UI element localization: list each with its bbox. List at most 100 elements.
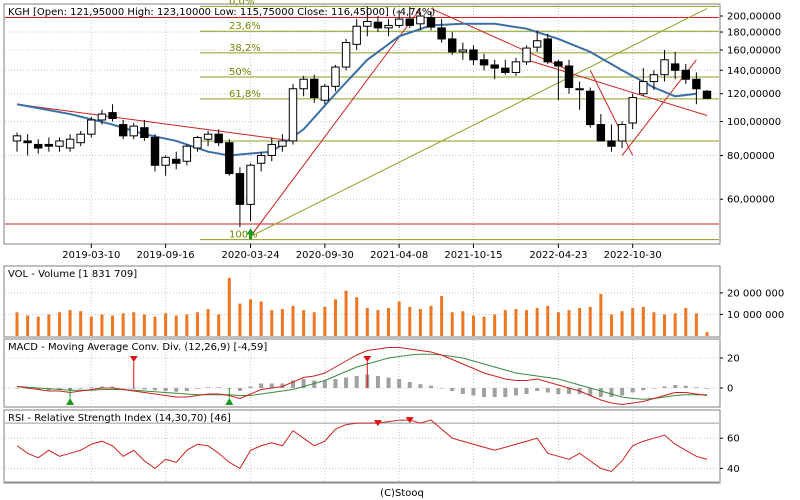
macd-histogram-bar (482, 388, 487, 397)
volume-bar (270, 310, 274, 336)
candle-body-up (363, 20, 372, 27)
volume-bar (599, 293, 603, 336)
candle-body-down (681, 69, 690, 80)
candle (363, 6, 372, 37)
volume-bar (333, 299, 337, 336)
macd-title: MACD - Moving Average Conv. Div. (12,26,… (8, 342, 267, 353)
candle (511, 57, 521, 76)
macd-series: 0 20 (5, 347, 740, 406)
date-axis: 2019-03-10 2019-09-16 2020-03-24 2020-09-30… (62, 244, 662, 261)
candle (55, 137, 64, 152)
volume-bar (493, 314, 497, 336)
candle (490, 59, 499, 80)
candle (129, 123, 138, 140)
volume-bar (142, 314, 146, 336)
volume-bar (418, 309, 422, 336)
date-tick-label: 2019-09-16 (137, 250, 195, 261)
candle-body-up (267, 143, 276, 156)
fibonacci-label: 38,2% (229, 43, 261, 54)
macd-histogram-bar (131, 388, 136, 389)
date-tick-label: 2020-03-24 (221, 250, 279, 261)
candle-body-down (448, 38, 457, 53)
candle (341, 38, 351, 71)
fibonacci-label: 61,8% (229, 89, 261, 100)
symbol-label: KGH (8, 7, 30, 18)
volume-bar (567, 310, 571, 336)
volume-bar (705, 332, 709, 336)
macd-histogram-bar (78, 388, 83, 389)
macd-histogram-bar (354, 376, 359, 388)
rsi-series: 40 60 (5, 417, 740, 483)
volume-bar (556, 312, 560, 336)
macd-tick-label: 20 (727, 354, 740, 365)
price-tick-label: 60,00000 (727, 195, 775, 206)
candle (140, 119, 149, 141)
volume-bar (535, 307, 539, 336)
candle (448, 32, 457, 55)
volume-bar (355, 297, 359, 336)
candle (543, 33, 552, 64)
macd-histogram-bar (344, 377, 349, 388)
macd-histogram-bar (460, 388, 465, 394)
candle-body-up (522, 47, 531, 63)
rsi-sell-marker-icon (373, 420, 382, 427)
volume-bar (121, 313, 125, 336)
candle-body-down (596, 124, 606, 142)
volume-bar (217, 314, 221, 336)
candle-body-down (437, 27, 446, 40)
volume-bar (631, 307, 635, 336)
macd-histogram-bar (110, 386, 115, 388)
volume-bar (195, 312, 199, 336)
price-header: KGH [Open: 121,95000 High: 123,10000 Low… (8, 7, 435, 18)
candle (150, 134, 160, 172)
candle (34, 139, 43, 154)
candle-body-down (140, 127, 149, 139)
macd-histogram-bar (142, 388, 147, 390)
price-tick-label: 100,00000 (727, 117, 781, 128)
volume-bar (238, 303, 242, 336)
candle (76, 130, 85, 147)
volume-bar (588, 306, 592, 336)
open-value: 121,95000 (70, 7, 124, 18)
candle (522, 45, 531, 65)
candle (702, 89, 712, 100)
macd-histogram-bar (503, 388, 508, 397)
volume-bar (79, 311, 83, 336)
macd-histogram-bar (375, 376, 380, 388)
candle (501, 59, 510, 75)
date-tick-label: 2019-03-10 (62, 250, 120, 261)
macd-histogram-bar (333, 379, 338, 388)
volume-bar (609, 314, 613, 336)
rsi-tick-label: 40 (727, 464, 740, 475)
candle-body-down (172, 158, 181, 164)
candle-body-up (617, 124, 627, 142)
macd-histogram-bar (418, 384, 423, 388)
macd-histogram-bar (609, 388, 614, 397)
candle-body-up (341, 42, 351, 68)
macd-histogram-bar (567, 388, 571, 394)
candle (469, 45, 478, 65)
candle (681, 63, 690, 84)
macd-histogram-bar (673, 385, 678, 388)
candle (596, 114, 606, 142)
candle-body-up (55, 140, 64, 147)
volume-bar (174, 315, 178, 336)
candle-body-down (564, 65, 574, 89)
volume-bar (546, 305, 550, 336)
volume-bar (461, 311, 465, 336)
macd-histogram-bar (651, 388, 656, 389)
macd-histogram-bar (291, 380, 295, 388)
volume-bar (47, 314, 51, 336)
high-value: 123,10000 (157, 7, 211, 18)
date-tick-label: 2021-10-15 (444, 250, 502, 261)
candle (405, 7, 414, 28)
volume-bar (111, 315, 115, 336)
candle-body-down (586, 90, 595, 126)
rsi-line (16, 419, 708, 472)
volume-bar (620, 311, 624, 336)
candle (203, 130, 213, 147)
candle-body-up (129, 125, 138, 137)
candle (65, 134, 75, 152)
candle-body-down (692, 78, 701, 90)
candle (458, 42, 468, 60)
